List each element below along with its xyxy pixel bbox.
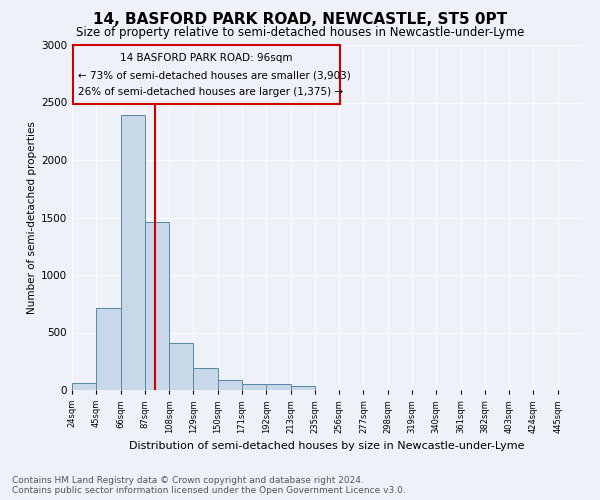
Text: Size of property relative to semi-detached houses in Newcastle-under-Lyme: Size of property relative to semi-detach…	[76, 26, 524, 39]
Bar	[73, 45, 340, 104]
Y-axis label: Number of semi-detached properties: Number of semi-detached properties	[27, 121, 37, 314]
Bar	[290, 386, 315, 390]
Bar	[169, 343, 193, 390]
Bar	[96, 308, 121, 390]
Bar	[72, 383, 96, 390]
Text: 26% of semi-detached houses are larger (1,375) →: 26% of semi-detached houses are larger (…	[78, 87, 343, 97]
Text: 14 BASFORD PARK ROAD: 96sqm: 14 BASFORD PARK ROAD: 96sqm	[121, 53, 293, 63]
Bar	[266, 384, 290, 390]
Bar	[121, 115, 145, 390]
Text: 14, BASFORD PARK ROAD, NEWCASTLE, ST5 0PT: 14, BASFORD PARK ROAD, NEWCASTLE, ST5 0P…	[93, 12, 507, 26]
Bar	[242, 384, 266, 390]
Text: Contains HM Land Registry data © Crown copyright and database right 2024.
Contai: Contains HM Land Registry data © Crown c…	[12, 476, 406, 495]
Bar	[193, 368, 218, 390]
Bar	[145, 222, 169, 390]
Bar	[218, 380, 242, 390]
X-axis label: Distribution of semi-detached houses by size in Newcastle-under-Lyme: Distribution of semi-detached houses by …	[129, 441, 525, 451]
Text: ← 73% of semi-detached houses are smaller (3,903): ← 73% of semi-detached houses are smalle…	[78, 70, 350, 81]
